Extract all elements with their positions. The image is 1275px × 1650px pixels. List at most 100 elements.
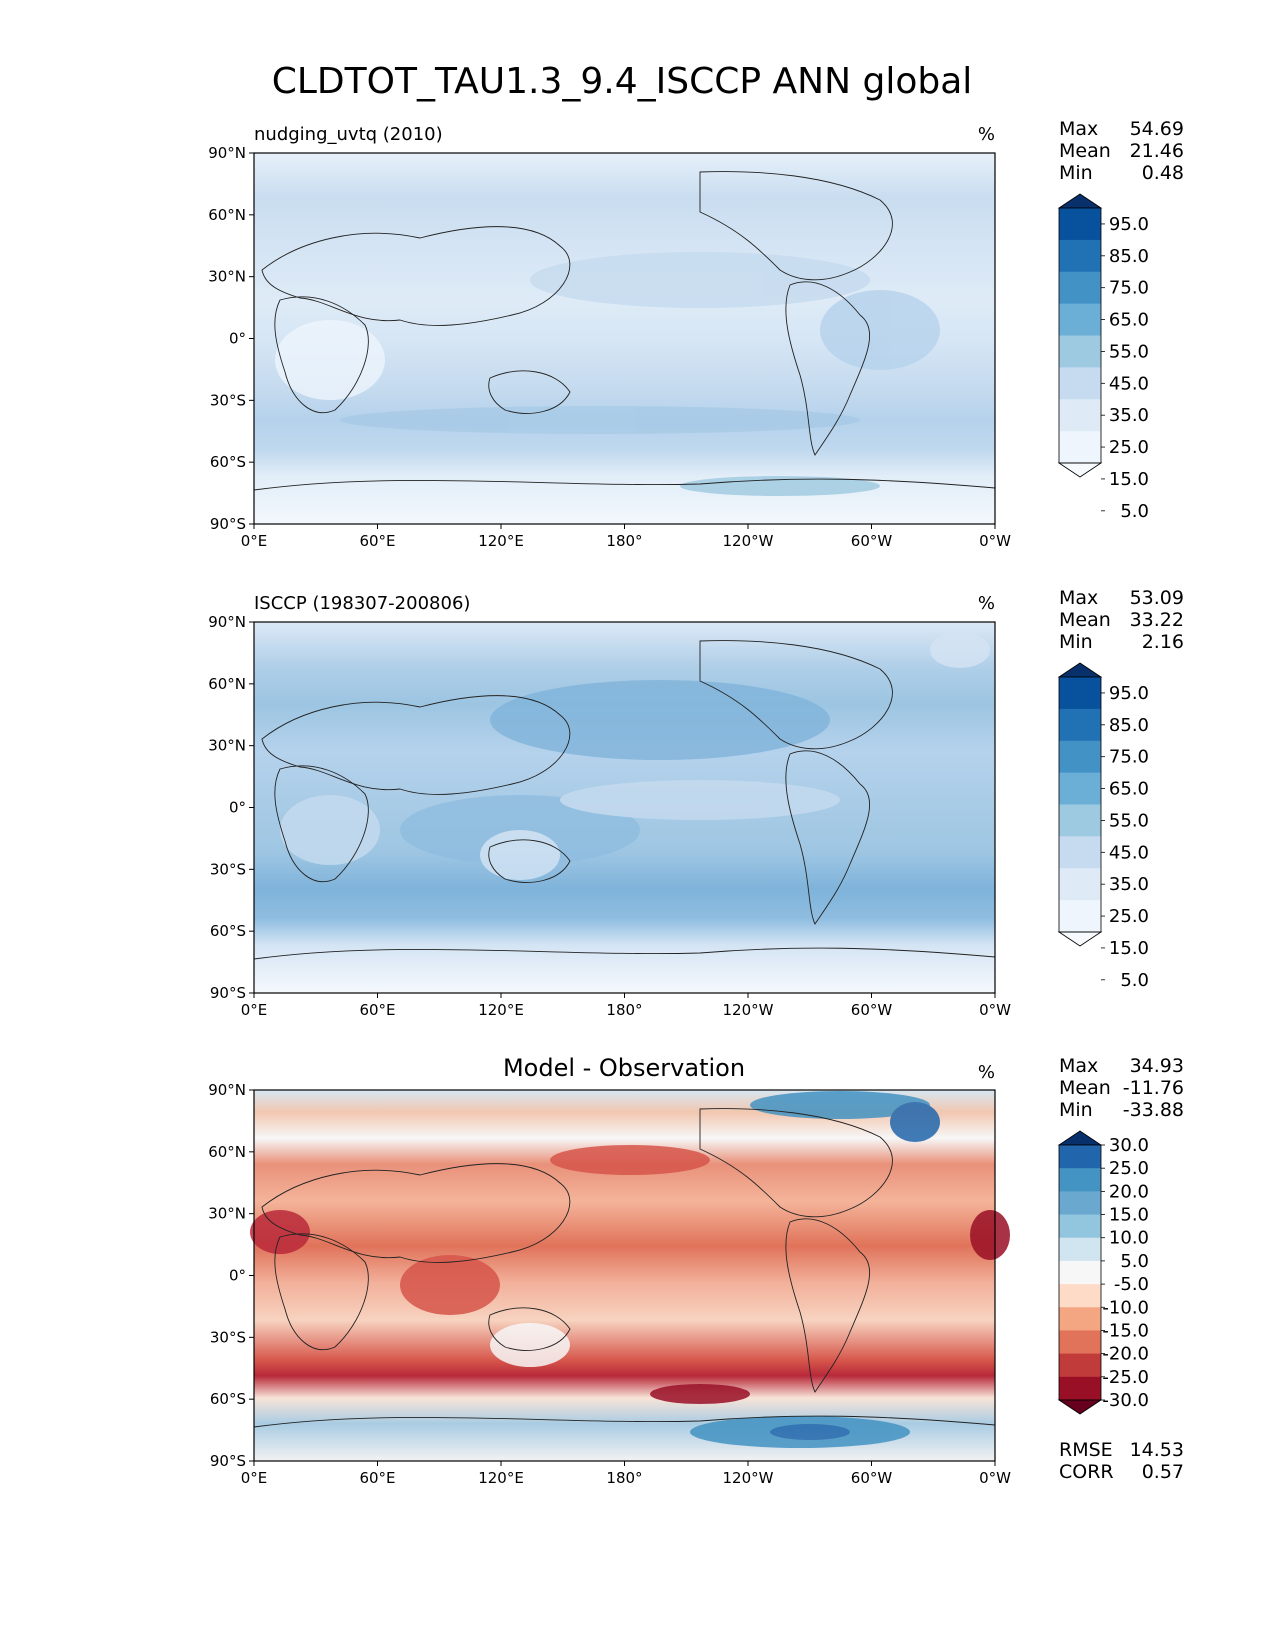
stat-min-value: 2.16 bbox=[1142, 631, 1184, 653]
field-blobs bbox=[280, 632, 990, 880]
y-tick-label: 90°N bbox=[208, 1081, 246, 1099]
colorbar: 95.0 85.0 75.0 65.0 55.0 45.0 35.0 25.0 15.0 5.0 bbox=[1057, 193, 1149, 522]
units-label: % bbox=[978, 124, 995, 145]
axis-ticks: 0°E 60°E 120°E 180° 120°W 60°W 0°W 90°N 60°N 30°N… bbox=[208, 144, 1011, 550]
y-tick-label: 60°N bbox=[208, 206, 246, 224]
stat-min-value: 0.48 bbox=[1142, 162, 1184, 184]
x-tick-label: 60°E bbox=[359, 532, 395, 550]
colorbar-label: 85.0 bbox=[1109, 246, 1149, 267]
stat-min-value: -33.88 bbox=[1123, 1099, 1184, 1121]
colorbar-segment bbox=[1059, 900, 1101, 933]
colorbar-label: 95.0 bbox=[1109, 214, 1149, 235]
colorbar-label: -5.0 bbox=[1114, 1274, 1149, 1295]
y-tick-label: 30°N bbox=[208, 1205, 246, 1223]
x-tick-label: 180° bbox=[606, 532, 642, 550]
stat-max-label: Max bbox=[1059, 118, 1098, 140]
axis-ticks: 0°E 60°E 120°E 180° 120°W 60°W 0°W 90°N 60°N 30°N… bbox=[208, 1081, 1011, 1487]
colorbar-label: 30.0 bbox=[1109, 1135, 1149, 1156]
stats-block: Max 53.09 Mean 33.22 Min 2.16 bbox=[1059, 587, 1184, 653]
colorbar-segment bbox=[1059, 772, 1101, 805]
panel-title: nudging_uvtq (2010) bbox=[254, 124, 443, 145]
colorbar-extend-min bbox=[1057, 931, 1103, 947]
field-blobs bbox=[250, 1091, 1010, 1448]
colorbar-extend-max bbox=[1057, 662, 1103, 678]
coastlines bbox=[253, 640, 996, 960]
colorbar-label: 5.0 bbox=[1120, 501, 1149, 522]
x-tick-label: 0°E bbox=[241, 1469, 268, 1487]
y-tick-label: 90°S bbox=[210, 515, 246, 533]
colorbar-segment bbox=[1059, 1168, 1101, 1192]
x-tick-label: 60°E bbox=[359, 1469, 395, 1487]
panel-title: Model - Observation bbox=[503, 1054, 745, 1082]
stat-max-value: 34.93 bbox=[1130, 1055, 1184, 1077]
colorbar-label: 20.0 bbox=[1109, 1181, 1149, 1202]
stat-max-value: 53.09 bbox=[1130, 587, 1184, 609]
colorbar-label: 35.0 bbox=[1109, 405, 1149, 426]
colorbar-segment bbox=[1059, 804, 1101, 837]
colorbar-segment bbox=[1059, 431, 1101, 464]
y-tick-label: 30°N bbox=[208, 268, 246, 286]
y-tick-label: 90°S bbox=[210, 1452, 246, 1470]
colorbar-label: 55.0 bbox=[1109, 341, 1149, 362]
panel-test: nudging_uvtq (2010) % 0°E 60°E 120°E 180° 12… bbox=[208, 118, 1184, 550]
colorbar-segment bbox=[1059, 399, 1101, 432]
y-tick-label: 90°S bbox=[210, 984, 246, 1002]
colorbar-segment bbox=[1059, 836, 1101, 869]
y-tick-label: 0° bbox=[229, 799, 246, 817]
metric-corr-value: 0.57 bbox=[1142, 1461, 1184, 1483]
colorbar-label: -15.0 bbox=[1102, 1320, 1149, 1341]
units-label: % bbox=[978, 1062, 995, 1083]
y-tick-label: 30°S bbox=[210, 860, 246, 878]
colorbar-label: 65.0 bbox=[1109, 310, 1149, 331]
colorbar-label: 15.0 bbox=[1109, 938, 1149, 959]
colorbar-label: 75.0 bbox=[1109, 278, 1149, 299]
stat-min-label: Min bbox=[1059, 631, 1093, 653]
colorbar-segment bbox=[1059, 677, 1101, 710]
colorbar-label: 10.0 bbox=[1109, 1228, 1149, 1249]
colorbar-label: 55.0 bbox=[1109, 810, 1149, 831]
field-blobs bbox=[275, 252, 940, 496]
x-tick-label: 60°W bbox=[851, 1469, 893, 1487]
x-tick-label: 0°W bbox=[979, 1469, 1011, 1487]
colorbar-extend-min bbox=[1057, 1399, 1103, 1415]
colorbar-segment bbox=[1059, 367, 1101, 400]
y-tick-label: 60°S bbox=[210, 1390, 246, 1408]
y-tick-label: 30°S bbox=[210, 1328, 246, 1346]
units-label: % bbox=[978, 593, 995, 614]
colorbar-outline bbox=[1058, 1144, 1102, 1401]
colorbar-segment bbox=[1059, 1191, 1101, 1216]
colorbar-segment bbox=[1059, 1214, 1101, 1239]
x-tick-label: 120°E bbox=[478, 1469, 524, 1487]
stat-mean-value: -11.76 bbox=[1123, 1077, 1184, 1099]
stats-block: Max 54.69 Mean 21.46 Min 0.48 bbox=[1059, 118, 1184, 184]
colorbar-label: -25.0 bbox=[1102, 1367, 1149, 1388]
y-tick-label: 60°N bbox=[208, 675, 246, 693]
stat-mean-value: 21.46 bbox=[1130, 140, 1184, 162]
x-tick-label: 120°E bbox=[478, 532, 524, 550]
stat-mean-label: Mean bbox=[1059, 1077, 1111, 1099]
colorbar-segment bbox=[1059, 1330, 1101, 1355]
colorbar-label: 65.0 bbox=[1109, 779, 1149, 800]
colorbar-label: 15.0 bbox=[1109, 469, 1149, 490]
stat-mean-label: Mean bbox=[1059, 609, 1111, 631]
colorbar-label: -10.0 bbox=[1102, 1297, 1149, 1318]
metric-rmse-label: RMSE bbox=[1059, 1439, 1113, 1461]
colorbar-segment bbox=[1059, 740, 1101, 774]
colorbar-label: 45.0 bbox=[1109, 373, 1149, 394]
x-tick-label: 120°W bbox=[723, 1001, 774, 1019]
colorbar-segment bbox=[1059, 1307, 1101, 1331]
colorbar-extend-max bbox=[1057, 1130, 1103, 1146]
colorbar-segment bbox=[1059, 1376, 1101, 1401]
metrics-block: RMSE 14.53 CORR 0.57 bbox=[1059, 1439, 1184, 1483]
colorbar-label: 15.0 bbox=[1109, 1205, 1149, 1226]
colorbar: 30.025.020.0 15.010.05.0-5.0-10.0-15.0 -20… bbox=[1057, 1130, 1149, 1415]
metric-rmse-value: 14.53 bbox=[1130, 1439, 1184, 1461]
colorbar-segment bbox=[1059, 1145, 1101, 1169]
colorbar-label: 5.0 bbox=[1120, 970, 1149, 991]
x-tick-label: 0°W bbox=[979, 1001, 1011, 1019]
colorbar-segment bbox=[1059, 1353, 1101, 1378]
x-tick-label: 0°E bbox=[241, 532, 268, 550]
colorbar-segment bbox=[1059, 868, 1101, 901]
x-tick-label: 0°W bbox=[979, 532, 1011, 550]
